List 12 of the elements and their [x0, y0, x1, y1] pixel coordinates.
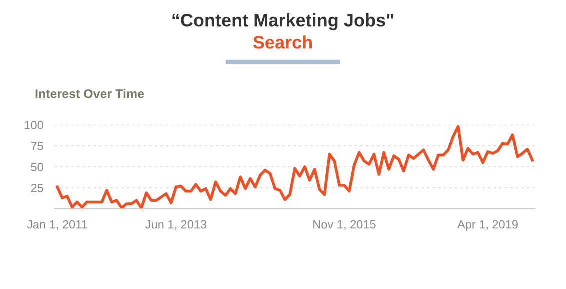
line-series [56, 125, 534, 210]
x-tick-label: Jun 1, 2013 [146, 220, 207, 230]
y-tick-label: 100 [25, 121, 44, 130]
y-tick-label: 75 [31, 142, 44, 150]
y-tick-label: 25 [31, 184, 44, 192]
x-tick-label: Jan 1, 2011 [27, 220, 88, 230]
chart-subtitle: Search [253, 36, 312, 49]
y-tick-label: 50 [31, 163, 44, 172]
text: Interest Over Time [36, 89, 144, 98]
x-tick-label: Apr 1, 2019 [457, 220, 518, 232]
chart-title: “Content Marketing Jobs" [172, 14, 394, 30]
x-tick-label: Nov 1, 2015 [314, 220, 376, 230]
